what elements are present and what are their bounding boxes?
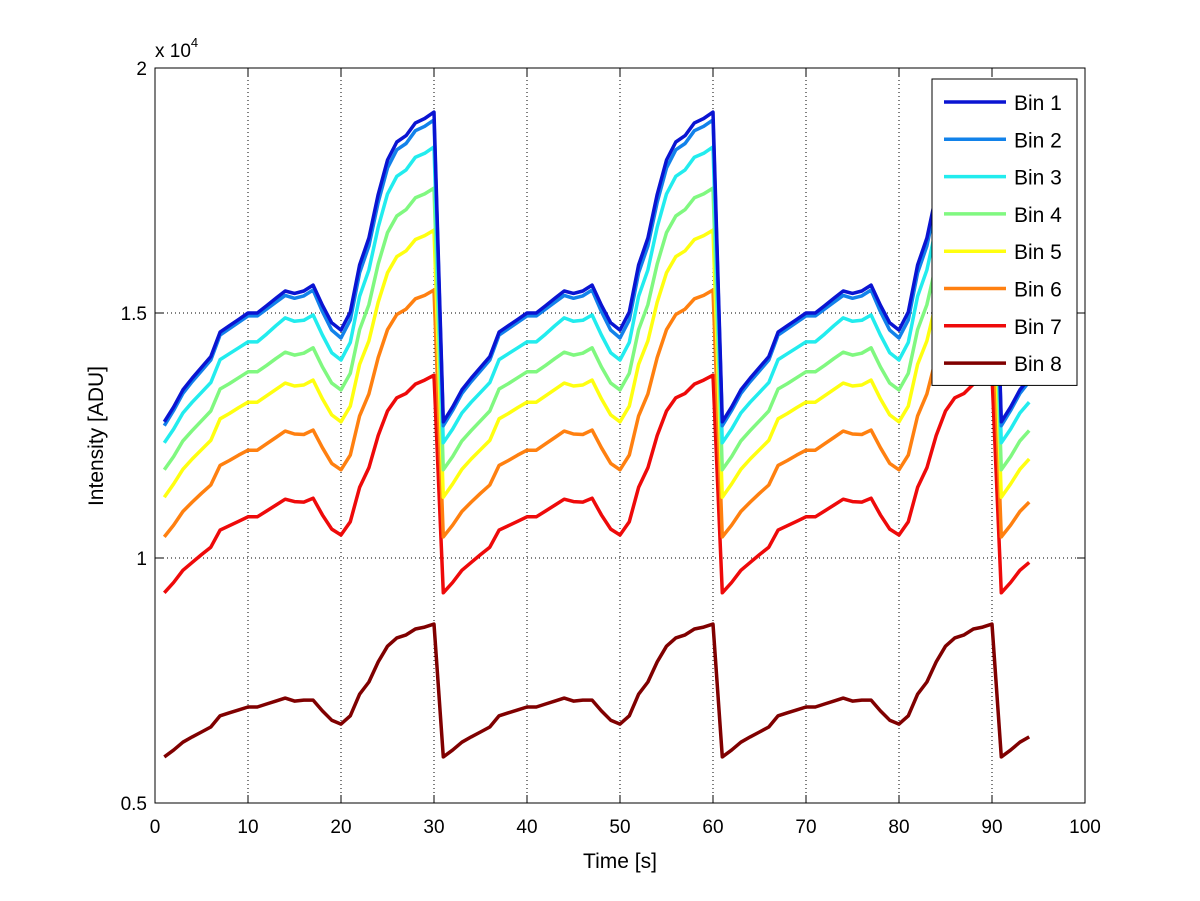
x-tick-label: 10 [237,817,258,838]
legend-label: Bin 1 [1014,92,1062,115]
legend-box [931,78,1078,386]
x-tick-label: 40 [516,817,537,838]
legend-label: Bin 2 [1014,129,1062,152]
legend-label: Bin 6 [1014,279,1062,302]
legend-label: Bin 4 [1014,204,1062,227]
series-line-bin-3 [162,145,1031,445]
series-line-bin-4 [162,186,1031,472]
y-tick-label: 0.5 [121,794,147,815]
x-tick-label: 80 [888,817,909,838]
series-lines [162,110,1031,759]
legend: Bin 1 Bin 2 Bin 3 Bin 4 Bin 5 Bin 6 Bin 7 Bin 8 [931,78,1078,386]
y-tick-label: 2 [136,59,147,80]
x-tick-label: 20 [330,817,351,838]
legend-label: Bin 5 [1014,241,1062,264]
y-tick-label: 1.5 [121,304,147,325]
grid [155,68,1085,803]
y-tick-label: 1 [136,549,147,570]
y-multiplier: x 104 [155,35,198,62]
series-line-bin-1 [162,110,1031,424]
series-line-bin-5 [162,228,1031,499]
legend-label: Bin 3 [1014,167,1062,190]
legend-label: Bin 8 [1014,353,1062,376]
x-tick-label: 50 [609,817,630,838]
series-line-bin-2 [162,118,1031,428]
legend-label: Bin 7 [1014,316,1062,339]
series-line-bin-6 [162,288,1031,539]
x-tick-label: 60 [702,817,723,838]
x-tick-label: 100 [1069,817,1101,838]
x-tick-label: 0 [150,817,161,838]
series-line-bin-7 [163,373,1031,595]
ticks: 0 10 20 30 40 50 60 70 80 90 100 0.5 1 1.5 2 [121,59,1101,838]
y-axis-label: Intensity [ADU] [85,366,108,506]
x-tick-label: 90 [981,817,1002,838]
x-axis-label: Time [s] [583,850,657,873]
x-tick-label: 70 [795,817,816,838]
series-line-bin-8 [163,622,1031,759]
x-tick-label: 30 [423,817,444,838]
